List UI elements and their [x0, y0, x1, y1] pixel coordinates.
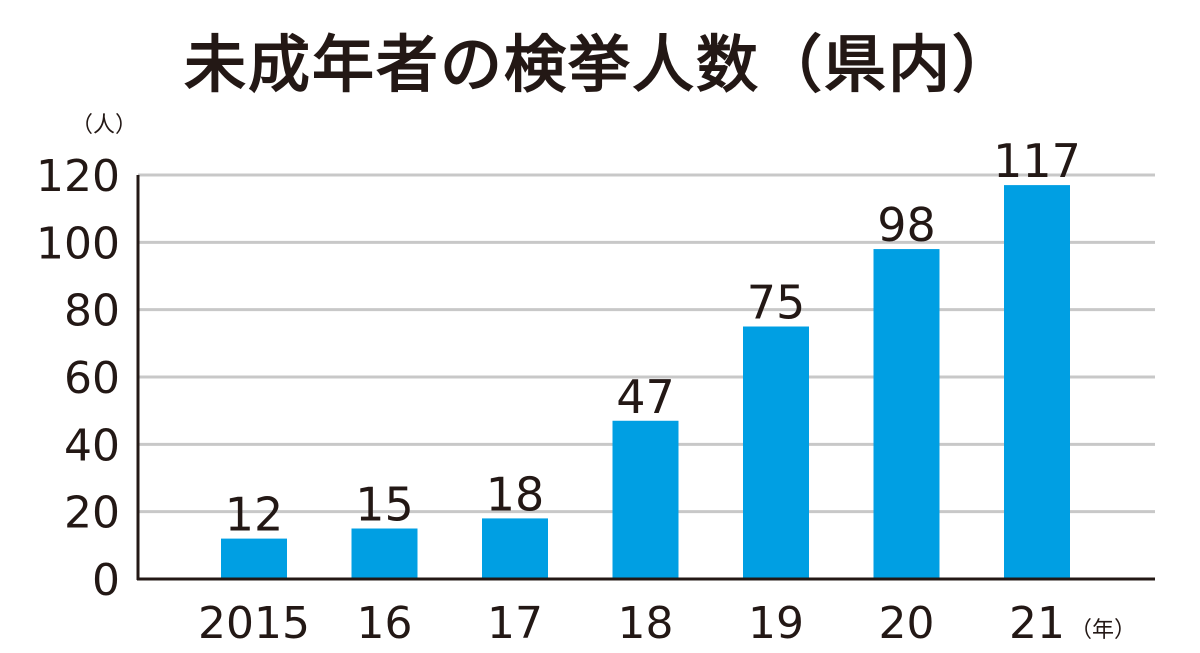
x-tick-label: 2015 [198, 598, 310, 649]
data-label: 47 [616, 370, 675, 424]
data-label: 117 [993, 134, 1081, 188]
y-tick-label: 20 [64, 488, 120, 539]
y-tick-label: 0 [92, 555, 120, 606]
x-tick-label: 16 [357, 598, 413, 649]
data-label: 18 [486, 467, 545, 521]
bar [873, 249, 940, 580]
bar [612, 420, 679, 579]
bar [482, 518, 548, 579]
y-axis-unit-label: （人） [71, 113, 137, 138]
bar [743, 326, 809, 579]
chart-title: 未成年者の検挙人数（県内） [183, 28, 1016, 101]
bars [221, 185, 1070, 580]
y-tick-label: 100 [36, 218, 120, 269]
data-label: 98 [877, 198, 936, 252]
x-axis-unit-label: （年） [1070, 618, 1136, 643]
x-tick-label: 17 [487, 598, 543, 649]
data-label: 75 [747, 276, 806, 330]
axes [136, 175, 1155, 581]
x-tick-label: 19 [748, 598, 804, 649]
y-tick-label: 120 [36, 151, 120, 202]
data-label: 12 [225, 488, 284, 542]
bar [1004, 185, 1070, 579]
bar [351, 528, 418, 579]
y-tick-label: 40 [64, 420, 120, 471]
x-tick-label: 20 [879, 598, 935, 649]
x-tick-labels: 2015 16 17 18 19 20 21 [198, 598, 1065, 649]
data-label: 15 [355, 478, 414, 532]
x-tick-label: 18 [618, 598, 674, 649]
bar [221, 538, 287, 579]
y-tick-label: 80 [64, 286, 120, 337]
y-tick-label: 60 [64, 353, 120, 404]
data-labels: 12 15 18 47 75 98 117 [225, 134, 1081, 541]
x-tick-label: 21 [1009, 598, 1065, 649]
y-tick-labels: 0 20 40 60 80 100 120 [36, 151, 120, 606]
